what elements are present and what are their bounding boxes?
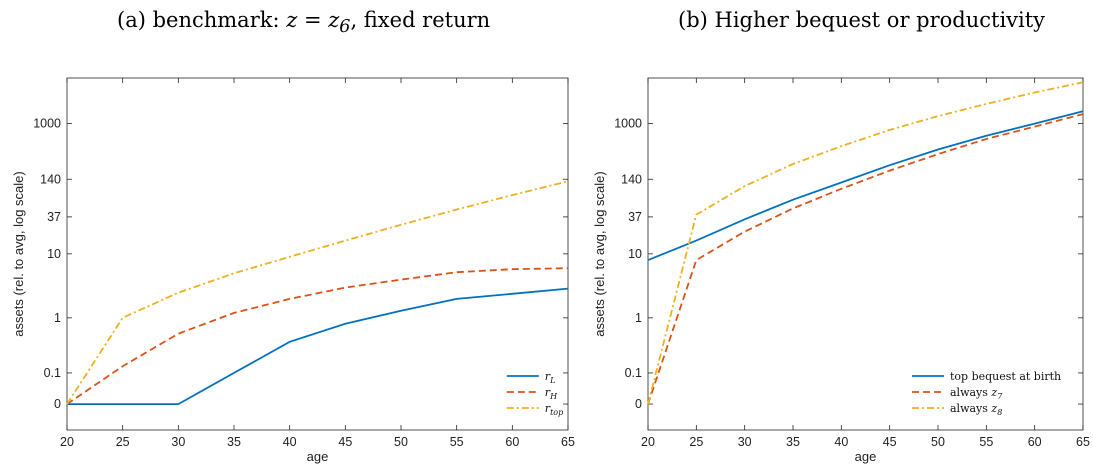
chart-a-xtick-label: 30: [171, 435, 185, 449]
chart-b-xtick-label: 25: [689, 435, 703, 449]
chart-a-xlabel: age: [307, 449, 329, 464]
chart-a-series-0-line: [67, 287, 569, 406]
chart-a-ytick-label: 0.1: [44, 366, 61, 380]
chart-a-xtick-label: 25: [116, 435, 130, 449]
chart-b-ytick-label: 0: [635, 397, 642, 411]
chart-b-xtick-label: 45: [883, 435, 897, 449]
chart-b: 20 25 30 35 40 45 50 55 60 65 0 0.1 1 10 37 140 1000 age a…: [592, 77, 1090, 464]
chart-a-xtick-label: 60: [505, 435, 519, 449]
chart-b-xtick-label: 65: [1076, 435, 1090, 449]
chart-b-ytick-label: 1000: [614, 117, 642, 131]
chart-a-ytick-label: 10: [47, 247, 61, 261]
chart-a-ytick-label: 140: [40, 172, 61, 186]
chart-a-ytick-label: 1000: [33, 117, 61, 131]
chart-b-xtick-label: 35: [786, 435, 800, 449]
chart-b-ytick-label: 0.1: [625, 366, 642, 380]
chart-a-xtick-label: 35: [227, 435, 241, 449]
chart-a-axes-box: [66, 77, 569, 431]
chart-a-title-prefix: (a) benchmark:: [117, 8, 287, 32]
chart-a-legend-label: rtop: [545, 402, 563, 417]
chart-a-title: (a) benchmark: z = z6, fixed return: [117, 8, 490, 37]
chart-b-xtick-label: 20: [641, 435, 655, 449]
chart-b-ytick-label: 140: [621, 172, 642, 186]
chart-a-title-suffix: , fixed return: [350, 8, 491, 32]
chart-b-legend-label: always z8: [950, 402, 1002, 417]
chart-b-legend-label: always z7: [950, 386, 1003, 401]
chart-b-series-1-line: [647, 113, 1084, 405]
chart-a-ytick-label: 1: [54, 311, 61, 325]
chart-a-title-math: z = z: [286, 8, 340, 32]
chart-a-ytick-label: 37: [47, 210, 61, 224]
chart-a-ylabel: assets (rel. to avg, log scale): [11, 171, 26, 336]
chart-b-ylabel: assets (rel. to avg, log scale): [592, 171, 607, 336]
chart-a-title-sub: 6: [339, 17, 351, 38]
chart-a-legend-label: rL: [545, 370, 556, 385]
chart-b-xtick-label: 40: [834, 435, 848, 449]
chart-a-series-1-line: [66, 267, 569, 405]
chart-b-ytick-label: 10: [628, 247, 642, 261]
chart-a-xtick-label: 65: [561, 435, 575, 449]
chart-a-xtick-label: 40: [283, 435, 297, 449]
chart-b-title: (b) Higher bequest or productivity: [678, 8, 1046, 32]
chart-b-series-2-line: [647, 81, 1084, 405]
chart-b-ytick-label: 37: [628, 210, 642, 224]
chart-b-xtick-label: 50: [931, 435, 945, 449]
chart-b-series-0-line: [647, 110, 1084, 261]
chart-b-xtick-label: 55: [979, 435, 993, 449]
chart-b-xtick-label: 60: [1028, 435, 1042, 449]
chart-a-ytick-label: 0: [54, 397, 61, 411]
chart-b-xtick-label: 30: [738, 435, 752, 449]
chart-a-xtick-label: 50: [394, 435, 408, 449]
chart-a: 20 25 30 35 40 45 50 55 60 65 0 0.1 1 10 37 140 1000 age a…: [11, 77, 575, 464]
chart-a-xtick-label: 55: [450, 435, 464, 449]
chart-b-legend-label: top bequest at birth: [950, 370, 1061, 383]
chart-a-xtick-label: 20: [60, 435, 74, 449]
chart-b-xlabel: age: [855, 449, 877, 464]
chart-a-series-2-line: [66, 180, 569, 405]
chart-b-ytick-label: 1: [635, 311, 642, 325]
chart-a-xtick-label: 45: [338, 435, 352, 449]
chart-a-legend-label: rH: [545, 386, 558, 401]
